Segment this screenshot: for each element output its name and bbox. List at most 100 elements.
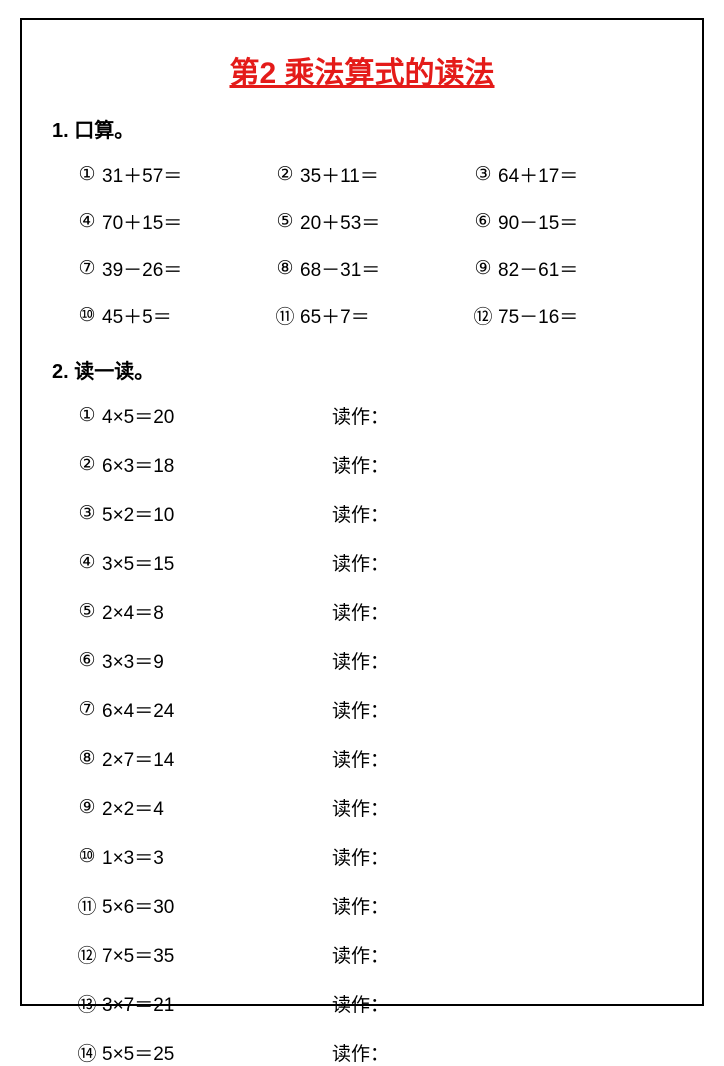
q2-left: ④3×5＝15 [76,549,332,576]
expression: 75－16＝ [498,302,578,329]
q2-left: ⑥3×3＝9 [76,647,332,674]
page-title: 第2 乘法算式的读法 [52,48,672,92]
expression: 65＋7＝ [300,302,370,329]
q1-cell: ③64＋17＝ [472,161,670,188]
circled-number: ⑨ [472,257,494,280]
q2-left: ⑫7×5＝35 [76,941,332,968]
circled-number: ⑨ [76,796,98,819]
circled-number: ⑩ [76,304,98,327]
q2-row: ⑭5×5＝25读作： [76,1039,672,1066]
q1-row: ④70＋15＝ ⑤20＋53＝ ⑥90－15＝ [76,208,672,235]
q1-row: ①31＋57＝ ②35＋11＝ ③64＋17＝ [76,161,672,188]
circled-number: ⑫ [472,302,494,329]
expression: 82－61＝ [498,255,578,282]
circled-number: ④ [76,551,98,574]
circled-number: ⑧ [274,257,296,280]
circled-number: ② [274,163,296,186]
q1-cell: ①31＋57＝ [76,161,274,188]
circled-number: ③ [472,163,494,186]
expression: 68－31＝ [300,255,380,282]
expression: 20＋53＝ [300,208,380,235]
read-label: 读作： [332,1039,389,1066]
q2-left: ⑦6×4＝24 [76,696,332,723]
expression: 90－15＝ [498,208,578,235]
section1-grid: ①31＋57＝ ②35＋11＝ ③64＋17＝ ④70＋15＝ ⑤20＋53＝ … [76,161,672,329]
expression: 3×3＝9 [102,647,164,674]
circled-number: ⑦ [76,257,98,280]
expression: 7×5＝35 [102,941,174,968]
q2-left: ⑤2×4＝8 [76,598,332,625]
q2-row: ④3×5＝15读作： [76,549,672,576]
expression: 35＋11＝ [300,161,379,188]
expression: 2×7＝14 [102,745,174,772]
circled-number: ⑦ [76,698,98,721]
q2-row: ⑤2×4＝8读作： [76,598,672,625]
q1-cell: ⑧68－31＝ [274,255,472,282]
q1-row: ⑩45＋5＝ ⑪65＋7＝ ⑫75－16＝ [76,302,672,329]
circled-number: ⑤ [76,600,98,623]
read-label: 读作： [332,892,389,919]
q1-cell: ⑨82－61＝ [472,255,670,282]
q2-left: ①4×5＝20 [76,402,332,429]
q1-cell: ②35＋11＝ [274,161,472,188]
q2-row: ⑩1×3＝3读作： [76,843,672,870]
expression: 5×5＝25 [102,1039,174,1066]
q2-row: ⑥3×3＝9读作： [76,647,672,674]
q1-cell: ⑪65＋7＝ [274,302,472,329]
q1-cell: ⑦39－26＝ [76,255,274,282]
q2-row: ⑨2×2＝4读作： [76,794,672,821]
q2-left: ⑩1×3＝3 [76,843,332,870]
q1-cell: ⑫75－16＝ [472,302,670,329]
q1-cell: ⑤20＋53＝ [274,208,472,235]
q2-row: ⑧2×7＝14读作： [76,745,672,772]
q1-cell: ⑩45＋5＝ [76,302,274,329]
read-label: 读作： [332,696,389,723]
q2-left: ⑭5×5＝25 [76,1039,332,1066]
q1-row: ⑦39－26＝ ⑧68－31＝ ⑨82－61＝ [76,255,672,282]
q2-row: ①4×5＝20读作： [76,402,672,429]
q2-left: ⑨2×2＝4 [76,794,332,821]
q2-row: ②6×3＝18读作： [76,451,672,478]
circled-number: ⑬ [76,990,98,1017]
circled-number: ⑧ [76,747,98,770]
read-label: 读作： [332,794,389,821]
circled-number: ⑪ [274,302,296,329]
expression: 6×3＝18 [102,451,174,478]
expression: 6×4＝24 [102,696,174,723]
circled-number: ① [76,404,98,427]
q2-left: ⑪5×6＝30 [76,892,332,919]
q2-row: ⑦6×4＝24读作： [76,696,672,723]
circled-number: ② [76,453,98,476]
expression: 2×4＝8 [102,598,164,625]
read-label: 读作： [332,941,389,968]
q2-left: ⑬3×7＝21 [76,990,332,1017]
expression: 4×5＝20 [102,402,174,429]
section2-list: ①4×5＝20读作： ②6×3＝18读作： ③5×2＝10读作： ④3×5＝15… [76,402,672,1066]
q2-left: ⑧2×7＝14 [76,745,332,772]
circled-number: ⑤ [274,210,296,233]
circled-number: ⑭ [76,1039,98,1066]
circled-number: ④ [76,210,98,233]
circled-number: ⑥ [76,649,98,672]
read-label: 读作： [332,500,389,527]
expression: 5×2＝10 [102,500,174,527]
expression: 39－26＝ [102,255,182,282]
q2-left: ②6×3＝18 [76,451,332,478]
expression: 31＋57＝ [102,161,182,188]
read-label: 读作： [332,647,389,674]
circled-number: ① [76,163,98,186]
read-label: 读作： [332,451,389,478]
q1-cell: ⑥90－15＝ [472,208,670,235]
expression: 45＋5＝ [102,302,172,329]
expression: 1×3＝3 [102,843,164,870]
circled-number: ⑥ [472,210,494,233]
q2-left: ③5×2＝10 [76,500,332,527]
circled-number: ③ [76,502,98,525]
read-label: 读作： [332,990,389,1017]
content-frame: 第2 乘法算式的读法 1. 口算。 ①31＋57＝ ②35＋11＝ ③64＋17… [20,18,704,1006]
expression: 2×2＝4 [102,794,164,821]
expression: 70＋15＝ [102,208,182,235]
read-label: 读作： [332,843,389,870]
expression: 3×7＝21 [102,990,174,1017]
circled-number: ⑩ [76,845,98,868]
